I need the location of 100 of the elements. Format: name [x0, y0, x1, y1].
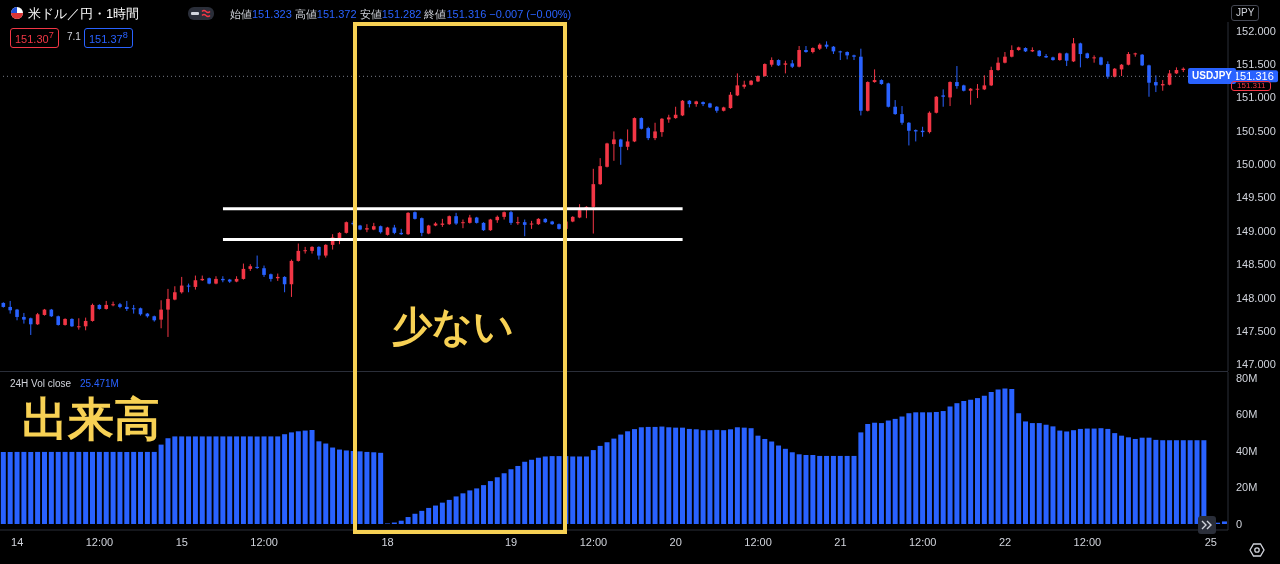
bar	[988, 391, 994, 524]
bar	[1009, 388, 1015, 524]
y-tick-label: 149.000	[1236, 224, 1276, 237]
candlestick	[660, 117, 664, 138]
bar	[151, 451, 157, 524]
bar	[1064, 431, 1070, 524]
bar	[885, 420, 891, 524]
bar	[817, 455, 823, 524]
bar	[618, 434, 624, 524]
candlestick	[159, 299, 163, 329]
bar	[824, 455, 830, 524]
bar	[96, 451, 102, 524]
bar	[1132, 438, 1138, 524]
bar	[28, 451, 34, 524]
bar	[254, 436, 260, 524]
bar	[192, 436, 198, 524]
bar	[968, 399, 974, 524]
bar	[1167, 440, 1173, 524]
x-tick-label: 12:00	[579, 535, 608, 548]
bar	[1105, 428, 1111, 524]
bar	[666, 427, 672, 524]
bar	[1119, 435, 1125, 524]
candlestick	[618, 138, 623, 166]
x-tick-label: 15	[175, 535, 188, 548]
candlestick	[166, 288, 170, 338]
candlestick	[845, 50, 849, 60]
bar	[199, 436, 205, 524]
bar	[487, 481, 493, 524]
candlestick	[598, 157, 602, 186]
bar	[1071, 430, 1077, 524]
candlestick	[365, 223, 369, 233]
bar	[734, 427, 740, 524]
candlestick	[76, 317, 81, 331]
bar	[467, 490, 473, 524]
bar	[398, 520, 404, 524]
y-tick-label: 80M	[1236, 371, 1258, 384]
bar	[35, 451, 41, 524]
candlestick	[612, 130, 616, 162]
bar	[577, 456, 583, 524]
annotation: 7.1	[67, 31, 81, 43]
bar	[1023, 421, 1029, 524]
candlestick	[996, 56, 1000, 72]
x-tick-label: 20	[669, 535, 682, 548]
bar	[330, 447, 336, 524]
x-tick-label: 12:00	[250, 535, 278, 548]
y-tick-label: 151.000	[1236, 91, 1276, 104]
x-tick-label: 25	[1204, 535, 1217, 548]
bar	[186, 436, 192, 524]
bar	[789, 452, 795, 524]
candlestick	[461, 219, 465, 229]
ref-line-label: 151.316	[1234, 70, 1274, 83]
bar	[522, 461, 528, 524]
x-tick-label: 12:00	[85, 535, 114, 548]
bar	[494, 477, 500, 524]
annotation: 151.30$^{7}$	[10, 28, 59, 48]
x-tick-label: 12:00	[908, 535, 937, 548]
y-tick-label: 148.000	[1236, 291, 1276, 304]
bar	[782, 448, 788, 524]
bar	[282, 434, 288, 524]
candlestick	[1092, 54, 1096, 64]
bar	[1221, 521, 1227, 524]
candlestick	[941, 88, 945, 108]
bar	[1036, 423, 1042, 524]
x-tick-label: 12:00	[744, 535, 772, 548]
candlestick	[1003, 51, 1007, 64]
candlestick	[989, 66, 994, 87]
bar	[1057, 430, 1063, 524]
bar	[1125, 437, 1131, 524]
bar	[0, 451, 6, 524]
bar	[645, 426, 651, 524]
bar	[1016, 413, 1022, 524]
bar	[693, 429, 699, 524]
bar	[343, 450, 349, 524]
bar	[769, 441, 775, 524]
bar	[124, 451, 130, 524]
y-tick-label: 148.500	[1236, 258, 1276, 271]
bar	[776, 445, 782, 524]
text: JPY	[1231, 5, 1260, 21]
bar	[961, 401, 967, 524]
bar	[680, 427, 685, 524]
bar	[288, 432, 294, 524]
bar	[638, 427, 644, 524]
x-tick-label: 21	[834, 535, 847, 548]
bar	[1173, 440, 1179, 524]
bar	[138, 451, 144, 524]
bar	[481, 485, 487, 524]
bar	[570, 456, 576, 524]
bar	[227, 436, 233, 524]
candlestick	[255, 255, 259, 270]
bar	[556, 456, 562, 524]
bar	[590, 450, 596, 524]
bar	[336, 449, 342, 524]
bar	[878, 423, 884, 524]
chart-title: 米ドル／円・1時間	[28, 5, 140, 23]
candlestick	[653, 122, 657, 141]
bar	[446, 499, 452, 524]
bar	[323, 443, 329, 524]
y-tick-label: 40M	[1236, 444, 1258, 457]
bar	[515, 465, 521, 524]
y-tick-label: 150.500	[1236, 124, 1276, 137]
